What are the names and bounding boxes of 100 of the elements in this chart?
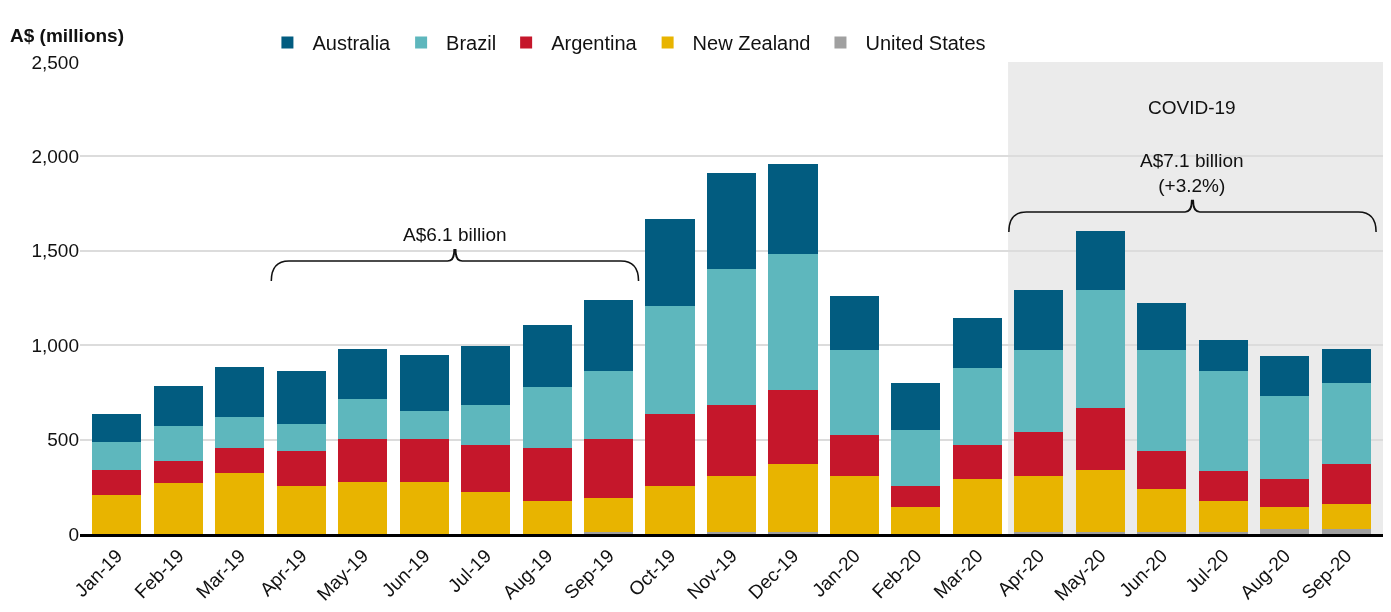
bar (1260, 478, 1310, 507)
bar (952, 317, 1002, 369)
bar (952, 445, 1002, 479)
bar (215, 366, 265, 418)
bar (829, 349, 880, 436)
bar (399, 354, 449, 412)
bar (522, 500, 572, 534)
bar (952, 368, 1002, 446)
bar (399, 439, 449, 482)
bar (829, 296, 880, 350)
bar (1260, 506, 1310, 529)
bar (768, 254, 818, 391)
bar (829, 475, 880, 534)
bar (1198, 339, 1248, 371)
bar (645, 414, 695, 486)
bar (153, 460, 203, 483)
bar (522, 448, 572, 501)
bar (1321, 348, 1371, 383)
bar (461, 491, 511, 534)
legend-label: Argentina (551, 32, 638, 55)
bar (768, 463, 818, 533)
bar (768, 163, 818, 255)
bar (1260, 396, 1310, 479)
bar (1137, 451, 1187, 489)
bar (215, 472, 265, 534)
annotation: A$7.1 billion (+3.2%) (1140, 150, 1244, 196)
bar (706, 405, 757, 476)
bar (891, 382, 941, 431)
bar (1321, 463, 1371, 504)
bar (338, 399, 388, 440)
bar (1075, 290, 1125, 409)
bar (1198, 500, 1248, 533)
bar (1014, 349, 1064, 433)
bar (522, 387, 572, 449)
bar (276, 370, 326, 425)
bar (338, 348, 388, 400)
bar (461, 345, 511, 406)
bar (706, 269, 757, 406)
bar (1075, 231, 1125, 291)
bar (522, 324, 572, 388)
bar (1260, 528, 1310, 534)
bar (399, 411, 449, 440)
bar (583, 299, 634, 371)
bar (1014, 432, 1064, 476)
bar (583, 497, 634, 533)
bar (399, 481, 449, 534)
y-tick-label: 2,500 (31, 51, 79, 73)
annotation: A$6.1 billion (403, 224, 507, 245)
y-tick-label: 500 (47, 429, 79, 451)
y-tick-label: 1,000 (31, 334, 79, 356)
bar (338, 481, 388, 534)
bar (1137, 488, 1187, 533)
bar (215, 417, 265, 449)
legend-label: United States (865, 32, 986, 55)
bar (1014, 475, 1064, 533)
bar (645, 305, 695, 415)
bar (891, 430, 941, 486)
y-tick-label: 2,000 (31, 146, 79, 168)
legend-label: Australia (312, 32, 392, 55)
y-tick-label: 0 (68, 523, 79, 545)
bar (891, 485, 941, 507)
bar (92, 469, 142, 495)
bar (768, 390, 818, 464)
bar (706, 475, 757, 533)
bar (1198, 370, 1248, 471)
bar (1014, 290, 1064, 350)
y-tick-label: 1,500 (31, 240, 79, 262)
bar (706, 172, 757, 270)
bar (1321, 503, 1371, 529)
bar (461, 445, 511, 492)
y-axis-title: A$ (millions) (10, 25, 125, 46)
bar (338, 439, 388, 482)
bar (276, 424, 326, 452)
bar (891, 506, 941, 534)
band-label: COVID-19 (1148, 97, 1236, 118)
bar (92, 442, 142, 470)
bar (276, 451, 326, 486)
bar (1137, 302, 1187, 350)
bar (92, 414, 142, 443)
bar (92, 494, 142, 534)
bar (1321, 528, 1371, 534)
bar (829, 435, 880, 476)
bar (952, 478, 1002, 534)
legend-label: New Zealand (692, 32, 811, 55)
bar (276, 485, 326, 534)
bar (1260, 355, 1310, 397)
bar (153, 426, 203, 461)
bar (1075, 469, 1125, 533)
bar (1321, 382, 1371, 464)
bar (1137, 349, 1187, 452)
bar (1198, 470, 1248, 501)
bar (645, 219, 695, 306)
bar (583, 439, 634, 498)
bar (153, 385, 203, 427)
bar (583, 370, 634, 440)
bar (645, 485, 695, 534)
bar (215, 448, 265, 473)
bar (1075, 408, 1125, 470)
bar (461, 405, 511, 446)
bar (153, 482, 203, 534)
